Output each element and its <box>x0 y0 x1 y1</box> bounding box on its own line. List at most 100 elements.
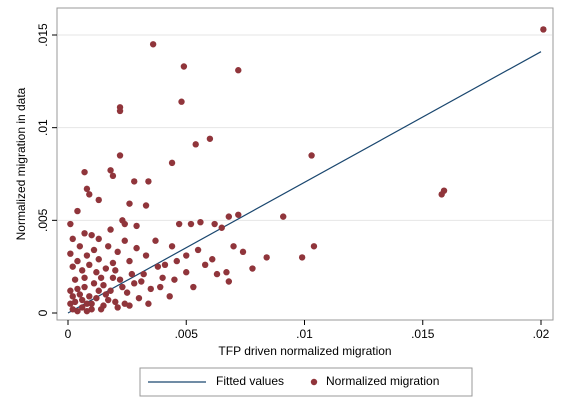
scatter-point <box>263 254 270 261</box>
scatter-point <box>109 259 117 267</box>
y-tick-label: .015 <box>36 23 50 47</box>
scatter-point <box>78 267 86 274</box>
scatter-point <box>235 67 242 74</box>
scatter-point <box>171 276 178 283</box>
legend-label: Fitted values <box>216 374 284 388</box>
scatter-point <box>67 300 74 307</box>
scatter-point <box>540 26 547 33</box>
scatter-point <box>74 257 81 265</box>
scatter-point <box>81 274 88 281</box>
scatter-point <box>192 141 199 148</box>
y-tick-label: .005 <box>36 208 50 232</box>
scatter-point <box>149 41 157 48</box>
scatter-point <box>138 278 145 285</box>
scatter-point <box>178 98 185 105</box>
scatter-point <box>67 220 74 228</box>
scatter-point <box>131 178 138 185</box>
scatter-point <box>201 261 209 269</box>
scatter-point <box>67 250 74 257</box>
scatter-point <box>83 252 91 259</box>
scatter-point <box>152 237 159 244</box>
scatter-point <box>114 304 121 311</box>
scatter-point <box>142 252 150 259</box>
scatter-point <box>76 243 84 250</box>
scatter-point <box>109 172 117 180</box>
plot-area <box>56 7 554 321</box>
scatter-point <box>105 243 112 250</box>
scatter-point <box>114 248 121 256</box>
scatter-point <box>74 207 81 215</box>
scatter-point <box>74 307 81 315</box>
scatter-point <box>280 213 287 220</box>
scatter-point <box>74 285 81 293</box>
scatter-point <box>109 274 117 281</box>
scatter-point <box>126 302 133 309</box>
scatter-point <box>78 296 86 304</box>
scatter-point <box>175 220 183 228</box>
scatter-point <box>213 270 221 278</box>
scatter-point <box>78 304 86 311</box>
scatter-point <box>69 235 76 243</box>
scatter-point <box>81 168 88 176</box>
scatter-point <box>168 159 176 167</box>
scatter-point <box>298 254 306 261</box>
scatter-point <box>194 246 202 254</box>
scatter-point <box>95 287 102 294</box>
scatter-point <box>112 267 119 274</box>
scatter-point <box>126 200 133 207</box>
scatter-point <box>310 243 318 250</box>
scatter-point <box>173 257 180 265</box>
scatter-point <box>211 220 218 228</box>
scatter-point <box>95 256 102 263</box>
scatter-point <box>102 265 110 272</box>
scatter-point <box>218 224 225 231</box>
x-tick-label: 0 <box>65 327 72 341</box>
scatter-point <box>235 211 242 218</box>
scatter-point <box>308 152 315 159</box>
scatter-point <box>168 243 176 250</box>
x-tick-label: .01 <box>296 327 313 341</box>
scatter-point <box>95 196 102 204</box>
scatter-point <box>206 135 214 142</box>
scatter-point <box>161 261 169 269</box>
scatter-point <box>69 293 76 300</box>
scatter-point <box>116 152 124 159</box>
x-tick-label: .015 <box>411 327 435 341</box>
scatter-point <box>438 191 445 198</box>
scatter-point <box>230 243 237 250</box>
scatter-point <box>93 269 100 276</box>
scatter-point <box>249 265 256 272</box>
scatter-point <box>107 167 114 174</box>
scatter-point <box>187 220 195 228</box>
legend-label: Normalized migration <box>326 374 439 388</box>
scatter-point <box>86 293 93 300</box>
scatter-point <box>102 291 110 298</box>
scatter-point <box>159 274 166 281</box>
scatter-point <box>83 307 91 315</box>
scatter-point <box>95 235 102 243</box>
scatter-point <box>81 283 88 291</box>
scatter-point <box>116 107 124 115</box>
scatter-point <box>166 293 173 300</box>
scatter-point <box>223 269 230 276</box>
scatter-point <box>93 294 100 302</box>
x-tick-label: .005 <box>175 327 199 341</box>
scatter-point <box>69 263 76 270</box>
scatter-point <box>154 263 162 270</box>
scatter-point <box>131 280 138 287</box>
scatter-point <box>76 291 84 298</box>
scatter-point <box>190 283 197 291</box>
scatter-point <box>180 63 188 70</box>
scatter-point <box>90 246 98 254</box>
scatter-point <box>107 226 114 233</box>
scatter-point <box>183 252 190 259</box>
scatter-point <box>90 280 98 287</box>
y-tick-label: 0 <box>36 309 50 316</box>
scatter-point <box>140 270 147 278</box>
scatter-point <box>197 218 204 226</box>
scatter-point <box>105 296 112 304</box>
scatter-point <box>225 278 233 285</box>
scatter-point <box>86 261 93 269</box>
x-axis-title: TFP driven normalized migration <box>218 344 391 358</box>
